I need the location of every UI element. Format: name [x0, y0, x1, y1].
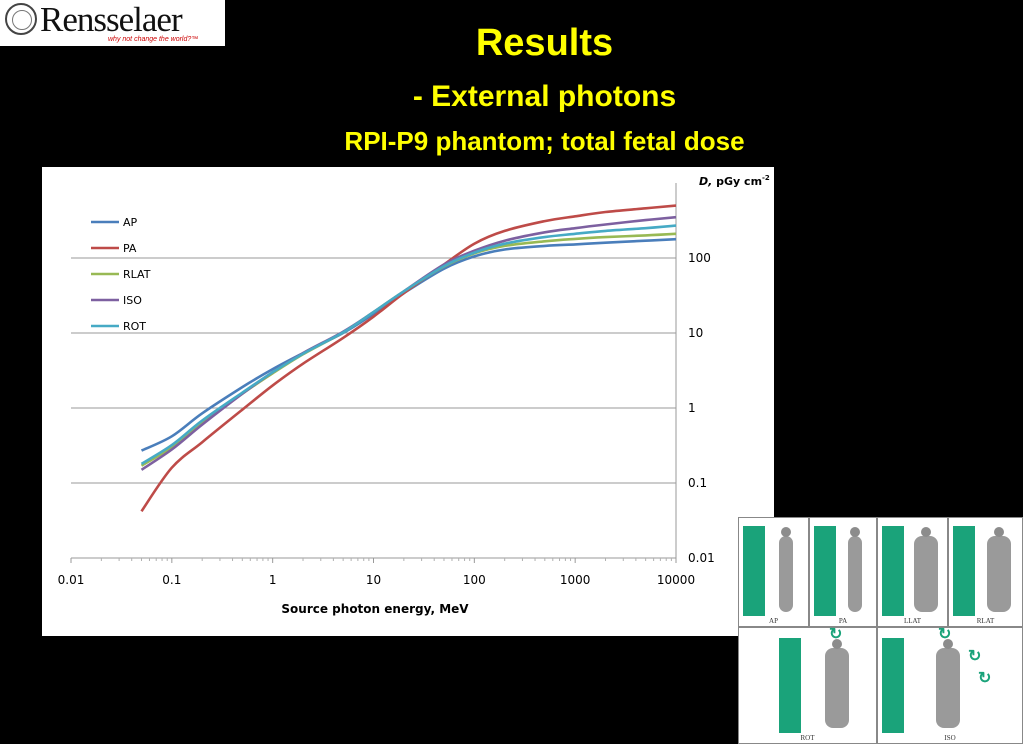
series-line-rot — [140, 224, 677, 465]
phantom-side-icon — [779, 527, 793, 612]
geometry-rot: ↻ ROT — [738, 626, 877, 744]
y-tick-label: 100 — [688, 251, 711, 265]
x-tick-label: 0.01 — [58, 573, 85, 587]
geometry-label: AP — [769, 617, 778, 625]
series-line-iso — [140, 215, 677, 471]
source-plane-icon — [882, 526, 904, 616]
geometry-pa: PA — [809, 517, 877, 627]
source-plane-icon — [953, 526, 975, 616]
logo-name: Rensselaer — [40, 0, 183, 39]
phantom-front-icon — [987, 527, 1011, 612]
x-tick-label: 10000 — [657, 573, 695, 587]
legend-label-rot: ROT — [123, 320, 146, 333]
x-axis-label: Source photon energy, MeV — [281, 602, 469, 616]
phantom-side-icon — [848, 527, 862, 612]
y-tick-label: 0.01 — [688, 551, 715, 565]
series-line-pa — [140, 204, 677, 513]
source-plane-icon — [882, 638, 904, 733]
phantom-front-icon — [825, 639, 849, 728]
geometry-llat: LLAT — [877, 517, 948, 627]
seal-icon — [5, 3, 37, 35]
rotation-arrow-icon: ↻ — [938, 626, 952, 643]
phantom-front-icon — [936, 639, 960, 728]
geometry-ap: AP — [738, 517, 809, 627]
source-plane-icon — [814, 526, 836, 616]
geometry-label: ROT — [800, 734, 815, 742]
geometry-row-top: AP PA LLAT RLAT — [738, 517, 1023, 627]
irradiation-geometry-figure: AP PA LLAT RLAT ↻ ROT ↻ ↻ — [738, 517, 1023, 744]
legend-label-rlat: RLAT — [123, 268, 151, 281]
legend-label-pa: PA — [123, 242, 137, 255]
chart-canvas: 0.01 0.1 1 10 100 0.01 0.1 1 10 100 1000 10000 AP P… — [58, 174, 770, 616]
slide-subtitle: - External photons — [412, 80, 677, 113]
y-tick-label: 10 — [688, 326, 703, 340]
dose-chart: 0.01 0.1 1 10 100 0.01 0.1 1 10 100 1000 10000 AP P… — [42, 167, 774, 636]
geometry-iso: ↻ ↻ ↻ ISO — [877, 626, 1023, 744]
legend-label-iso: ISO — [123, 294, 142, 307]
x-tick-label: 1000 — [560, 573, 591, 587]
geometry-label: ISO — [944, 734, 956, 742]
slide-title: Results — [475, 22, 614, 64]
series-line-rlat — [140, 232, 677, 467]
x-tick-label: 1 — [269, 573, 277, 587]
phantom-front-icon — [914, 527, 938, 612]
x-tick-label: 0.1 — [162, 573, 181, 587]
x-tick-label: 10 — [366, 573, 381, 587]
rensselaer-logo: Rensselaer why not change the world?™ — [0, 0, 225, 46]
geometry-rlat: RLAT — [948, 517, 1023, 627]
rotation-arrow-icon: ↻ — [968, 648, 982, 665]
y-tick-label: 1 — [688, 401, 696, 415]
series-line-ap — [140, 237, 677, 452]
rotation-arrow-icon: ↻ — [829, 626, 843, 643]
geometry-label: LLAT — [903, 617, 922, 625]
rotation-arrow-icon: ↻ — [978, 670, 992, 687]
logo-tagline: why not change the world?™ — [108, 36, 199, 43]
y-tick-label: 0.1 — [688, 476, 707, 490]
source-plane-icon — [779, 638, 801, 733]
y-axis-label: D, pGy cm-2 — [699, 174, 770, 188]
x-tick-label: 100 — [463, 573, 486, 587]
legend-label-ap: AP — [123, 216, 138, 229]
geometry-row-bottom: ↻ ROT ↻ ↻ ↻ ISO — [738, 626, 1023, 744]
geometry-label: RLAT — [976, 617, 995, 625]
chart-heading: RPI-P9 phantom; total fetal dose — [344, 126, 745, 156]
geometry-label: PA — [838, 617, 848, 625]
source-plane-icon — [743, 526, 765, 616]
